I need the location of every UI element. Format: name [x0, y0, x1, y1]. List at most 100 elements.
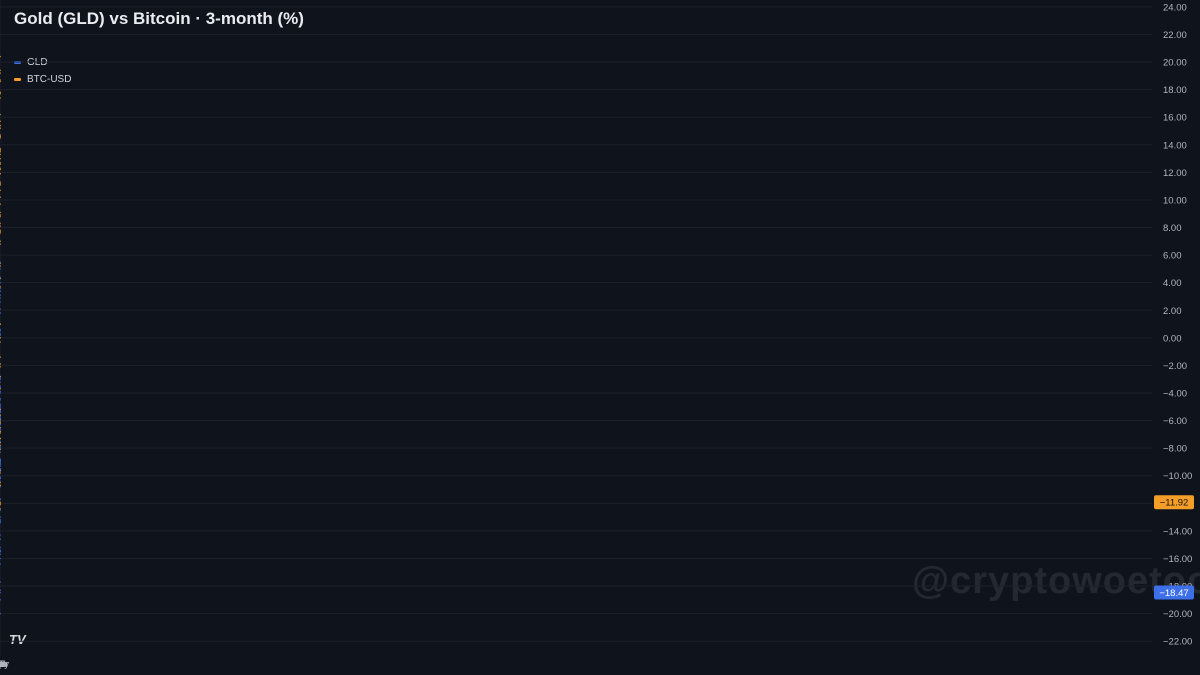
data-point-0	[0, 465, 1, 467]
legend-swatch-btc	[14, 78, 21, 81]
data-point-1	[0, 375, 1, 378]
y-tick-label: 16.00	[1163, 113, 1187, 124]
data-point-1	[0, 484, 1, 487]
x-tick-label: Jun	[0, 659, 8, 670]
data-point-1	[0, 230, 1, 233]
data-point-0	[0, 334, 1, 336]
data-point-1	[0, 149, 1, 152]
y-tick-label: −6.00	[1163, 416, 1187, 427]
data-point-0	[0, 410, 1, 412]
data-point-0	[0, 407, 1, 409]
y-axis: 24.00 22.00 20.00 18.00 16.00 14.00 12.00 10.00…	[1163, 2, 1192, 647]
data-point-0	[0, 458, 1, 460]
x-tick-label: 27	[0, 659, 5, 670]
data-point-1	[0, 157, 1, 160]
data-point-0	[0, 428, 1, 430]
data-point-0	[0, 332, 1, 335]
data-point-0	[0, 459, 1, 462]
data-point-1	[0, 481, 1, 484]
data-point-0	[0, 557, 1, 560]
data-point-0	[0, 553, 1, 556]
data-point-1	[0, 215, 1, 218]
data-point-1	[0, 93, 1, 95]
legend-item-btc[interactable]: BTC-USD	[14, 71, 71, 88]
data-point-0	[0, 498, 1, 500]
data-point-1	[0, 91, 1, 94]
y-tick-label: 10.00	[1163, 195, 1187, 206]
last-value-label-1: −11.92	[1160, 498, 1189, 509]
data-point-1	[0, 341, 1, 343]
data-point-1	[0, 432, 1, 434]
data-point-0	[0, 550, 1, 553]
x-tick-label: 13	[0, 659, 5, 670]
data-point-1	[0, 137, 1, 139]
data-point-1	[0, 243, 1, 245]
data-point-1	[0, 430, 1, 433]
data-point-1	[0, 153, 1, 156]
data-point-1	[0, 323, 1, 325]
y-tick-label: 0.00	[1163, 333, 1182, 344]
data-point-0	[0, 521, 1, 524]
last-value-badge-1	[1154, 495, 1194, 510]
y-tick-label: −14.00	[1163, 526, 1192, 537]
data-point-0	[0, 519, 1, 521]
x-tick-label: Apr	[0, 659, 7, 670]
data-point-1	[0, 286, 1, 288]
x-tick-label: May	[0, 659, 9, 670]
data-point-0	[0, 599, 1, 601]
data-point-1	[0, 337, 1, 339]
data-point-0	[0, 403, 1, 405]
data-point-0	[0, 419, 1, 422]
data-point-0	[0, 461, 1, 463]
data-point-0	[0, 328, 1, 331]
data-point-0	[0, 330, 1, 332]
data-point-1	[0, 422, 1, 425]
data-point-0	[0, 417, 1, 419]
data-point-1	[0, 388, 1, 390]
watermark: @cryptowoetoo	[912, 560, 1200, 602]
data-point-1	[0, 161, 1, 164]
data-point-0	[0, 520, 1, 522]
y-tick-label: 24.00	[1163, 2, 1187, 13]
data-point-1	[0, 366, 1, 368]
data-point-0	[0, 397, 1, 400]
x-tick-label: 20	[0, 659, 5, 670]
data-point-1	[0, 182, 1, 185]
tradingview-logo-icon: TV	[9, 632, 26, 647]
data-point-1	[0, 189, 1, 192]
data-point-0	[0, 378, 1, 380]
data-point-1	[0, 444, 1, 447]
y-tick-label: 22.00	[1163, 30, 1187, 41]
data-point-1	[0, 55, 1, 58]
data-point-1	[0, 120, 1, 123]
data-point-0	[0, 462, 1, 465]
last-value-badge-0	[1154, 585, 1194, 600]
data-point-1	[0, 172, 1, 175]
y-tick-label: −16.00	[1163, 554, 1192, 565]
data-point-1	[0, 356, 1, 358]
last-value-label-0: −18.47	[1159, 588, 1188, 599]
data-point-1	[0, 232, 1, 234]
data-point-1	[0, 184, 1, 186]
data-point-0	[0, 538, 1, 540]
data-point-0	[0, 406, 1, 408]
data-point-0	[0, 486, 1, 488]
y-tick-label: −8.00	[1163, 444, 1187, 455]
data-point-1	[0, 225, 1, 227]
data-point-1	[0, 203, 1, 205]
data-point-0	[0, 301, 1, 303]
x-tick-label: 15	[0, 659, 5, 670]
data-point-0	[0, 261, 1, 263]
data-point-1	[0, 222, 1, 225]
data-point-1	[0, 124, 1, 127]
data-point-0	[0, 399, 1, 401]
data-point-0	[0, 563, 1, 565]
x-tick-label: 15	[0, 659, 5, 670]
data-point-0	[0, 581, 1, 583]
data-point-1	[0, 196, 1, 198]
data-point-1	[0, 229, 1, 232]
data-point-0	[0, 276, 1, 278]
data-point-0	[0, 534, 1, 536]
data-point-1	[0, 414, 1, 416]
